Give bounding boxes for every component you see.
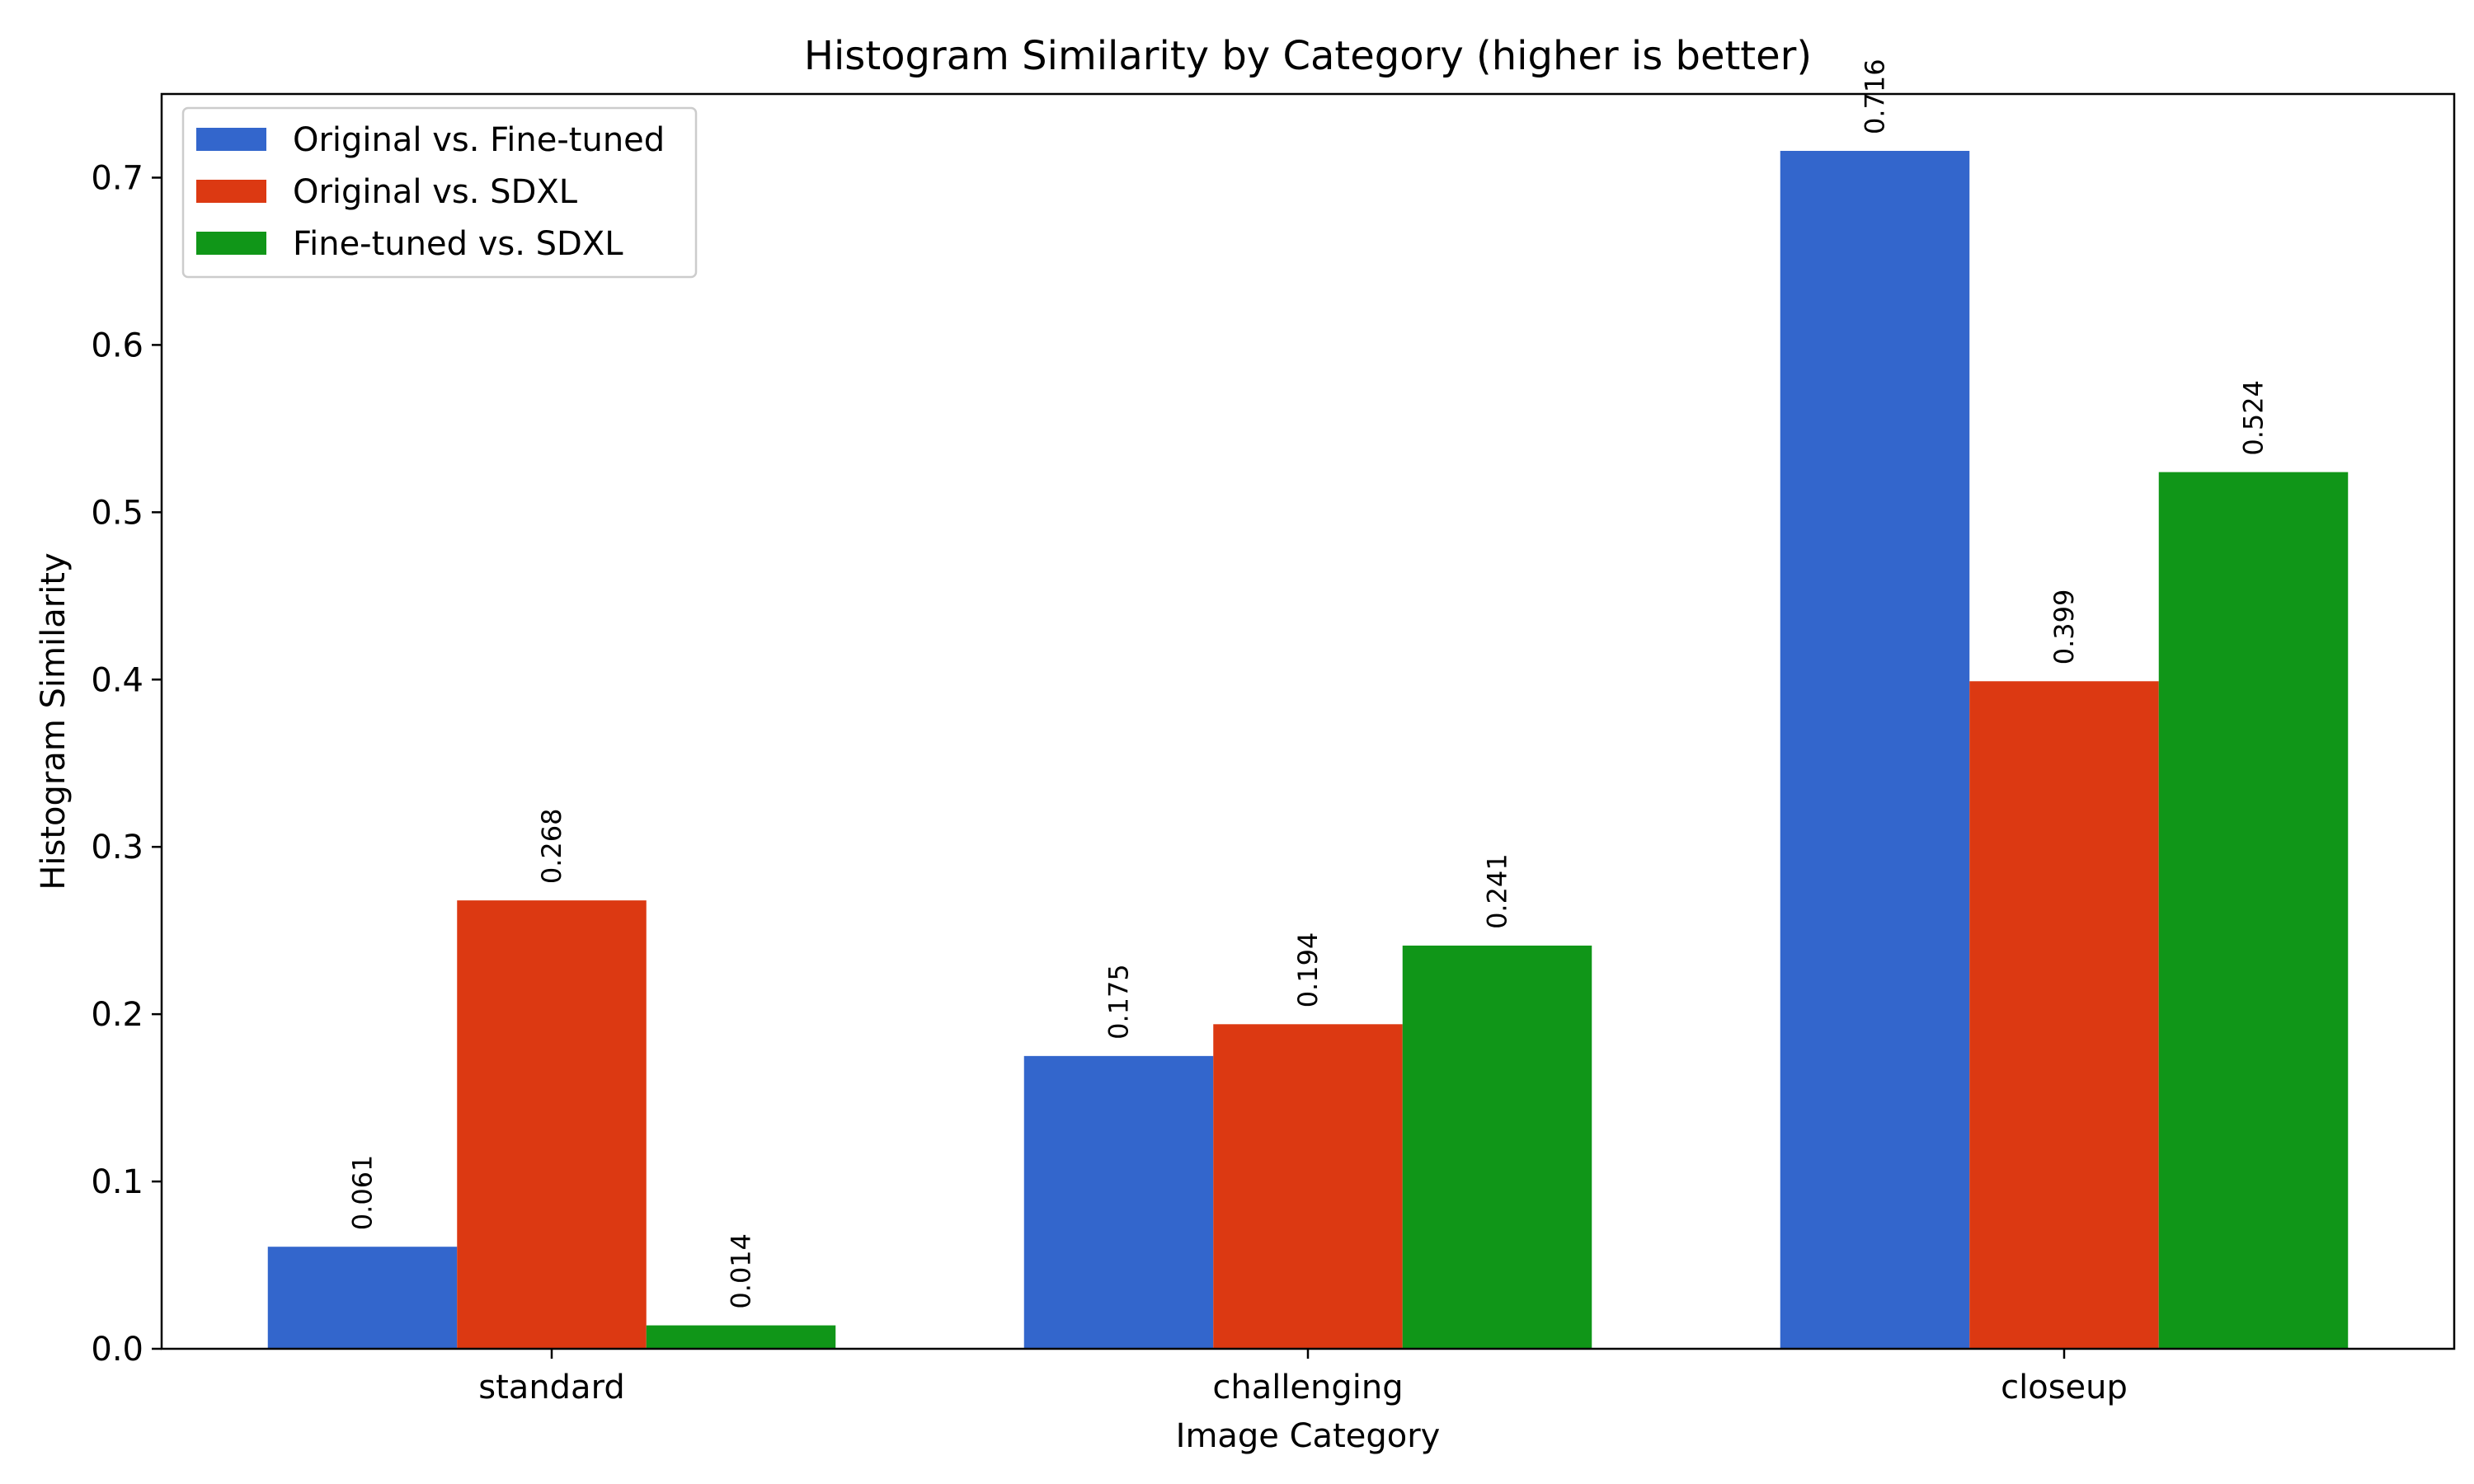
legend-swatch <box>196 128 266 151</box>
legend-label: Fine-tuned vs. SDXL <box>293 225 623 263</box>
bar <box>1969 681 2159 1349</box>
y-tick-label: 0.3 <box>91 829 143 866</box>
legend: Original vs. Fine-tuned Original vs. SDXL… <box>181 106 698 279</box>
legend-swatch <box>196 180 266 203</box>
x-tick-label: challenging <box>1212 1369 1403 1407</box>
y-tick-label: 0.7 <box>91 159 143 197</box>
bar <box>2158 472 2349 1349</box>
y-tick-label: 0.4 <box>91 661 143 699</box>
x-tick-label: closeup <box>2001 1369 2128 1407</box>
bar-value-label: 0.241 <box>1482 853 1513 929</box>
legend-label: Original vs. SDXL <box>293 173 578 211</box>
bar <box>457 900 647 1349</box>
bar-value-label: 0.399 <box>2048 589 2080 665</box>
chart-title: Histogram Similarity by Category (higher… <box>804 33 1812 79</box>
plot-area: 0.061 0.175 0.716 0.268 0.194 0.399 0.014 0.241… <box>91 59 2456 1407</box>
legend-label: Original vs. Fine-tuned <box>293 121 665 159</box>
y-tick-label: 0.2 <box>91 996 143 1034</box>
bar-value-label: 0.194 <box>1292 932 1324 1008</box>
bar-value-label: 0.716 <box>1860 59 1891 134</box>
bar-value-label: 0.175 <box>1103 964 1135 1040</box>
y-tick-label: 0.6 <box>91 326 143 364</box>
x-tick-label: standard <box>478 1369 624 1407</box>
bar-value-label: 0.061 <box>347 1155 379 1231</box>
legend-box <box>181 106 698 279</box>
bar <box>1402 945 1592 1349</box>
y-tick-label: 0.1 <box>91 1163 143 1201</box>
bar <box>1780 150 1970 1350</box>
bar <box>267 1247 458 1349</box>
bar <box>1213 1024 1403 1349</box>
legend-swatch <box>196 232 266 255</box>
y-tick-label: 0.5 <box>91 494 143 532</box>
y-tick-label: 0.0 <box>91 1331 143 1369</box>
x-axis-label: Image Category <box>1176 1417 1441 1455</box>
bar-value-label: 0.524 <box>2238 380 2269 456</box>
bar-value-label: 0.268 <box>536 809 567 885</box>
y-axis-label: Histogram Similarity <box>35 552 73 890</box>
bar-value-label: 0.014 <box>726 1233 757 1309</box>
bar <box>646 1325 836 1349</box>
bar <box>1023 1055 1214 1349</box>
